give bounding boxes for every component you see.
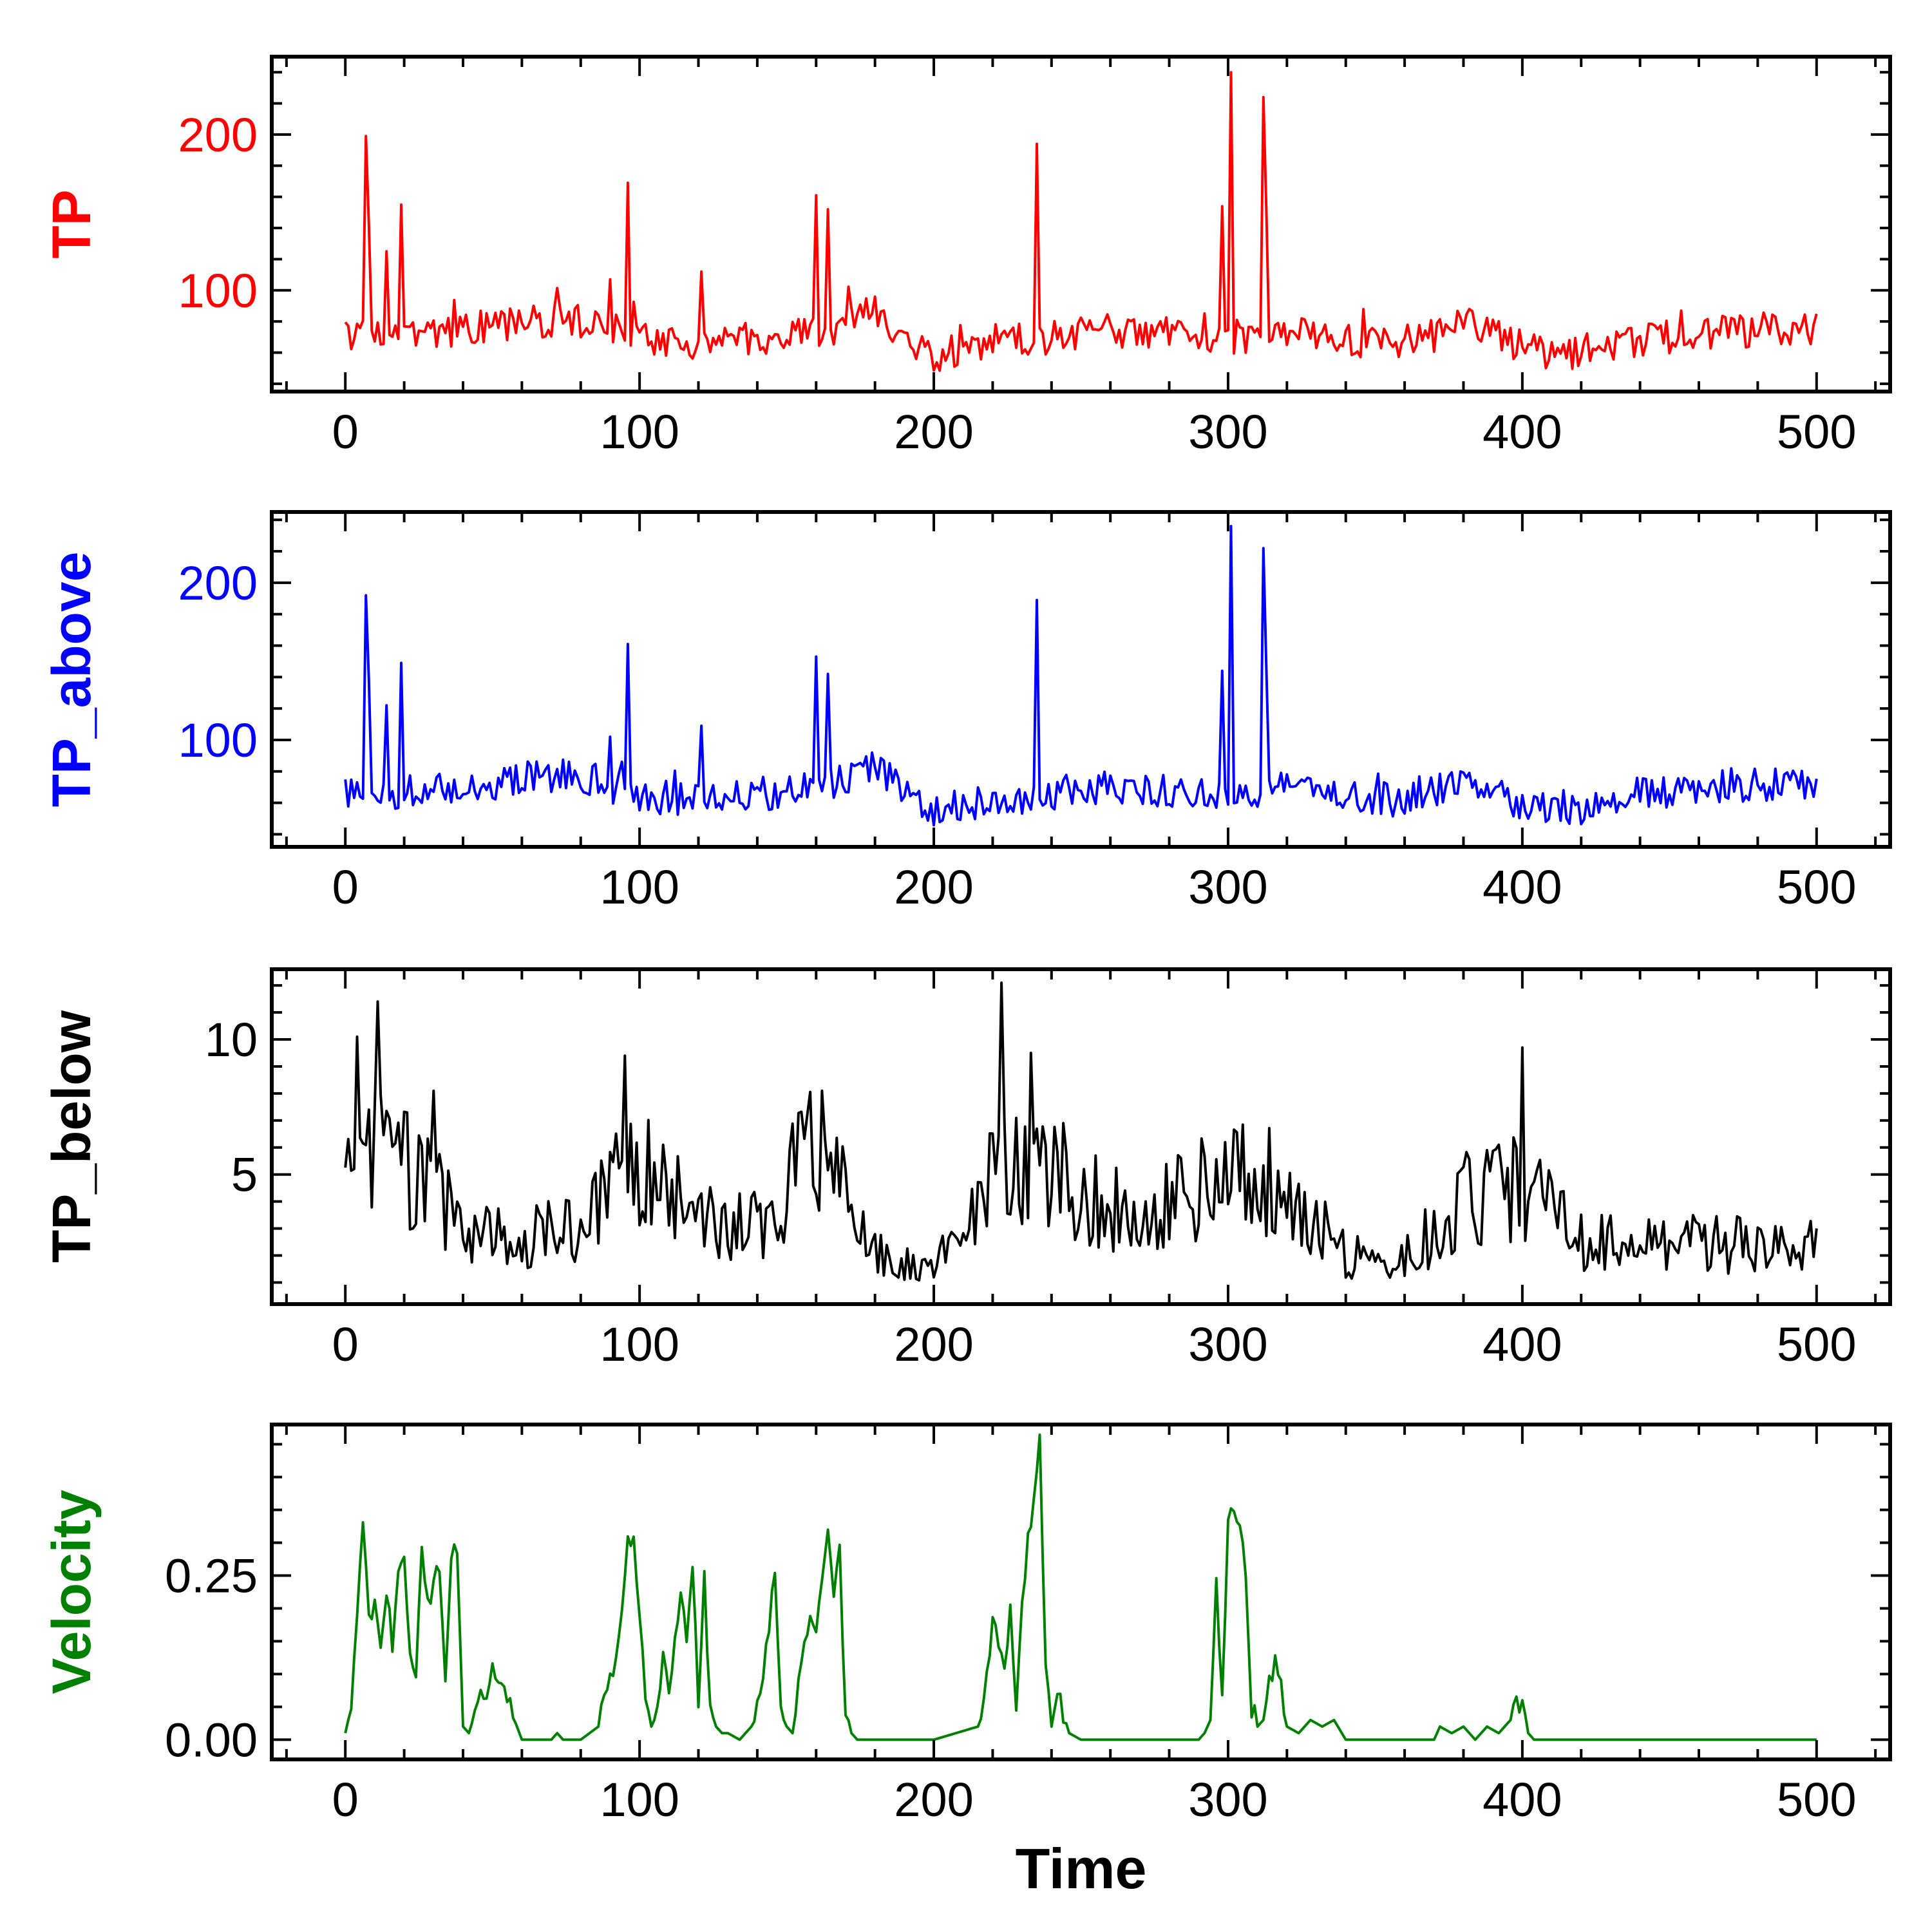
x-tick-label: 100 xyxy=(600,405,679,459)
y-tick-label: 100 xyxy=(178,714,258,767)
x-tick-label: 100 xyxy=(600,1318,679,1371)
y-tick-label: 200 xyxy=(178,108,258,162)
x-tick-label: 400 xyxy=(1482,405,1562,459)
x-tick-label: 300 xyxy=(1188,860,1267,914)
series-line-tp_above xyxy=(344,525,1818,827)
x-tick-label: 300 xyxy=(1188,1318,1267,1371)
x-tick-label: 500 xyxy=(1777,860,1856,914)
y-tick-label: 10 xyxy=(205,1013,258,1066)
axes-frame xyxy=(270,1423,1892,1761)
subplot-2: 0 100 200 300 400 500 100 200 TP_above xyxy=(41,510,1892,914)
x-tick-label: 500 xyxy=(1777,1773,1856,1826)
subplot-3: 0 100 200 300 400 500 5 10 TP_below xyxy=(41,967,1892,1371)
x-tick-label: 0 xyxy=(332,1773,359,1826)
axes-frame xyxy=(270,55,1892,393)
subplot-1: 0 100 200 300 400 500 100 200 TP xyxy=(41,55,1892,459)
y-axis-label: TP_below xyxy=(41,1010,102,1263)
x-tick-label: 200 xyxy=(894,1773,973,1826)
x-tick-label: 200 xyxy=(894,405,973,459)
x-tick-label: 300 xyxy=(1188,405,1267,459)
x-tick-label: 200 xyxy=(894,860,973,914)
y-tick-label: 5 xyxy=(231,1148,258,1202)
x-tick-label: 400 xyxy=(1482,860,1562,914)
series-line-velocity xyxy=(344,1433,1817,1741)
x-tick-label: 500 xyxy=(1777,405,1856,459)
x-tick-label: 200 xyxy=(894,1318,973,1371)
x-tick-label: 300 xyxy=(1188,1773,1267,1826)
y-tick-label: 0.25 xyxy=(165,1549,258,1603)
axes-frame xyxy=(270,510,1892,849)
x-tick-label: 100 xyxy=(600,860,679,914)
subplot-4: 0 100 200 300 400 500 0.00 0.25 Velocity Time xyxy=(41,1423,1892,1900)
y-axis-label: TP_above xyxy=(41,552,102,808)
y-tick-label: 0.00 xyxy=(165,1713,258,1766)
x-tick-label: 100 xyxy=(600,1773,679,1826)
x-tick-label: 0 xyxy=(332,860,359,914)
x-tick-label: 0 xyxy=(332,405,359,459)
x-tick-label: 400 xyxy=(1482,1773,1562,1826)
y-tick-label: 100 xyxy=(178,264,258,317)
x-tick-label: 0 xyxy=(332,1318,359,1371)
y-axis-label: Velocity xyxy=(41,1490,102,1694)
x-tick-label: 500 xyxy=(1777,1318,1856,1371)
series-line-tp_below xyxy=(344,981,1818,1282)
x-tick-label: 400 xyxy=(1482,1318,1562,1371)
y-axis-label: TP xyxy=(41,189,102,258)
x-axis-label: Time xyxy=(1016,1837,1147,1900)
y-tick-label: 200 xyxy=(178,556,258,610)
series-line-tp xyxy=(344,71,1818,372)
axes-frame xyxy=(270,967,1892,1306)
